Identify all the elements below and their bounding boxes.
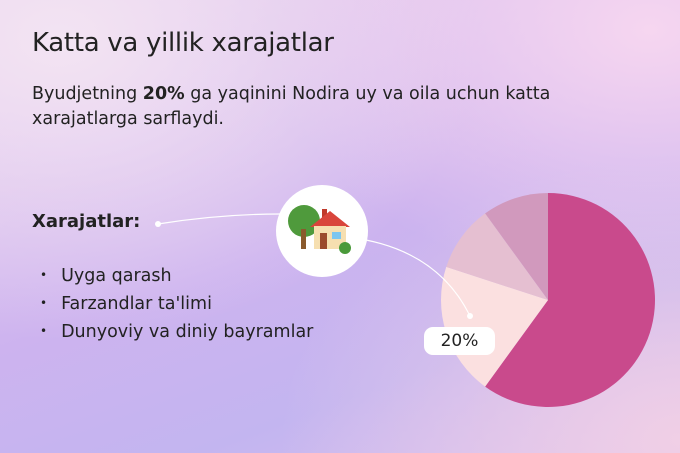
page-title: Katta va yillik xarajatlar: [32, 28, 334, 58]
connector-dot: [467, 313, 473, 319]
house-with-garden-icon: [288, 205, 351, 254]
expenses-list: Uyga qarash Farzandlar ta'limi Dunyoviy …: [40, 263, 313, 347]
pie-slice: [440, 266, 548, 387]
subtitle: Byudjetning 20% ga yaqinini Nodira uy va…: [32, 84, 551, 129]
expenses-label: Xarajatlar:: [32, 211, 141, 232]
connector-line: [157, 213, 281, 225]
list-item: Dunyoviy va diniy bayramlar: [40, 319, 313, 347]
list-item: Farzandlar ta'limi: [40, 291, 313, 319]
pie-slice: [485, 193, 655, 407]
icon-circle: [276, 185, 368, 277]
percent-badge: 20%: [424, 327, 495, 355]
connector-line: [365, 239, 471, 317]
pie-slice: [485, 193, 548, 300]
connector-dot: [155, 221, 161, 227]
pie-slice: [446, 213, 548, 300]
list-item: Uyga qarash: [40, 263, 313, 291]
